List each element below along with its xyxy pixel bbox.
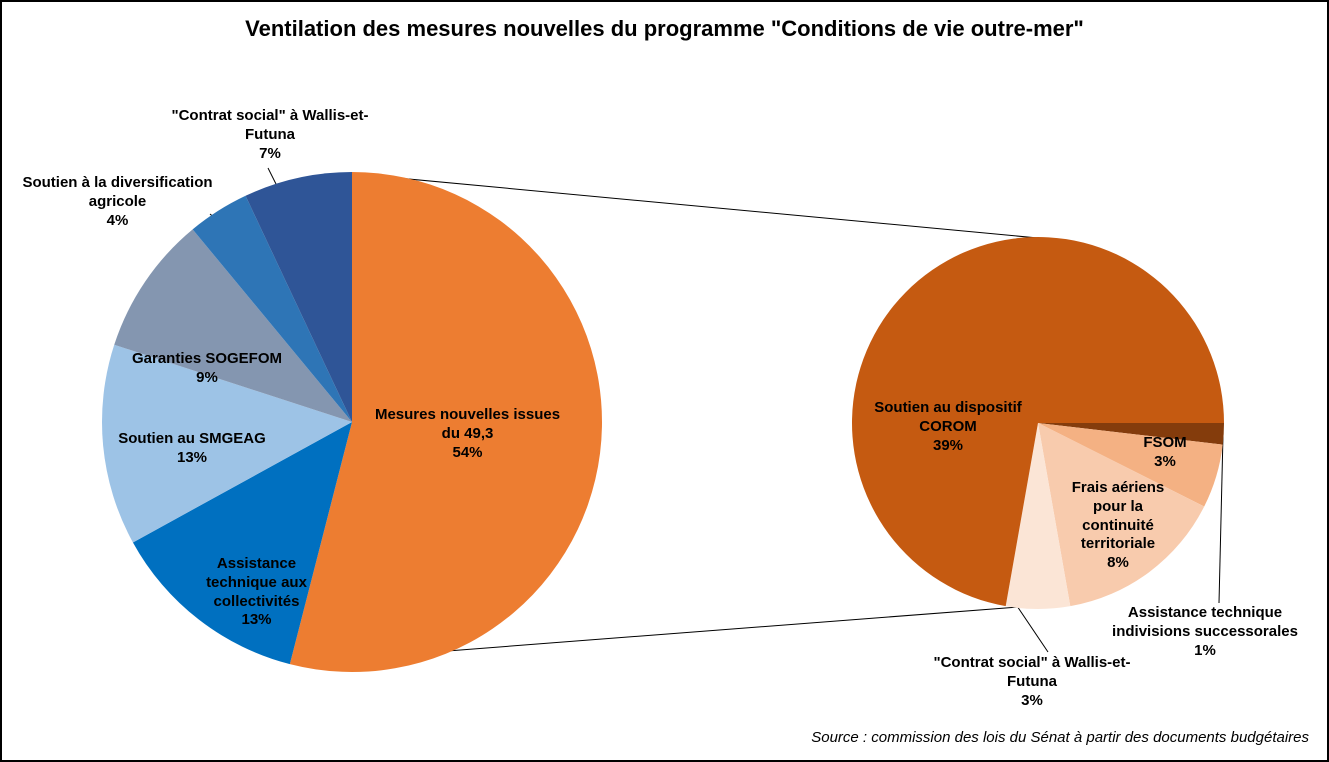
- slice-label-text: "Contrat social" à Wallis-et-Futuna: [933, 654, 1131, 690]
- pie-slice-mesures-nouvelles-issues-du-49-3: [289, 172, 602, 672]
- chart-title: Ventilation des mesures nouvelles du pro…: [245, 16, 1084, 41]
- slice-label-pct: 13%: [176, 448, 208, 466]
- slice-label-text: Garanties SOGEFOM: [131, 350, 283, 367]
- pie-slice-fsom: [1038, 423, 1223, 507]
- slice-label-text: Frais aériens pour la continuité territo…: [1071, 479, 1165, 553]
- pie-slice-contrat-social-wallis-et-futuna: [245, 172, 352, 422]
- slice-label-pct: 1%: [1194, 641, 1216, 659]
- slice-label-indivisions-successorales: Assistance technique indivisions success…: [1095, 604, 1315, 660]
- slice-label-text: "Contrat social" à Wallis-et-Futuna: [171, 107, 369, 143]
- slice-label-soutien-smgeag: Soutien au SMGEAG 13%: [97, 430, 287, 468]
- pie-slice-garanties-sogefom: [114, 229, 352, 422]
- slice-label-garanties-sogefom: Garanties SOGEFOM 9%: [112, 350, 302, 388]
- slice-label-text: Soutien au dispositif COROM: [874, 399, 1022, 435]
- leader-line-indivisions: [1218, 434, 1224, 604]
- slice-label-frais-aeriens: Frais aériens pour la continuité territo…: [1062, 479, 1174, 573]
- pie-slice-contrat-social-wallis-et-futuna: [1005, 423, 1071, 609]
- pie-slice-soutien-au-dispositif-corom: [851, 236, 1224, 607]
- slice-label-diversification-agricole: Soutien à la diversification agricole 4%: [10, 174, 225, 230]
- slice-label-pct: 9%: [196, 368, 218, 386]
- slice-label-contrat-social-wf-7: "Contrat social" à Wallis-et-Futuna 7%: [152, 107, 388, 163]
- pie-slice-assistance-technique-indivisions-successorales: [1038, 423, 1224, 445]
- series-line-top: [354, 173, 1039, 239]
- slice-label-text: Soutien au SMGEAG: [118, 430, 266, 447]
- slice-label-text: Mesures nouvelles issues du 49,3: [374, 406, 561, 442]
- pie-slice-soutien-au-smgeag: [102, 344, 352, 543]
- leader-line-contrat-social-3: [1016, 605, 1049, 653]
- slice-label-pct: 7%: [259, 144, 281, 162]
- slice-label-text: Assistance technique aux collectivités: [206, 555, 307, 610]
- slice-label-pct: 39%: [932, 436, 964, 454]
- slice-label-pct: 8%: [1107, 554, 1129, 571]
- slice-label-contrat-social-wf-3: "Contrat social" à Wallis-et-Futuna 3%: [914, 654, 1150, 710]
- slice-label-pct: 13%: [241, 611, 272, 629]
- pie-slice-soutien-la-diversification-agricole: [192, 195, 352, 422]
- pie-slice-frais-a-riens-pour-la-continuit-territoriale: [1038, 423, 1205, 607]
- slice-label-pct: 3%: [1154, 452, 1176, 470]
- slice-label-pct: 4%: [106, 211, 129, 229]
- slice-label-pct: 3%: [1021, 691, 1043, 709]
- slice-label-fsom: FSOM 3%: [1125, 434, 1205, 472]
- slice-label-pct: 54%: [452, 443, 483, 461]
- pie-slices-group: [102, 172, 1224, 672]
- slice-label-text: Soutien à la diversification agricole: [22, 174, 213, 210]
- slice-label-text: FSOM: [1143, 434, 1187, 451]
- source-note: Source : commission des lois du Sénat à …: [811, 729, 1309, 746]
- slice-label-mesures-49-3: Mesures nouvelles issues du 49,3 54%: [365, 406, 570, 462]
- slice-label-text: Assistance technique indivisions success…: [1112, 604, 1298, 640]
- slice-label-assistance-collectivites: Assistance technique aux collectivités 1…: [199, 555, 314, 630]
- slice-label-corom: Soutien au dispositif COROM 39%: [859, 399, 1037, 455]
- pie-slice-assistance-technique-aux-collectivit-s: [132, 422, 352, 665]
